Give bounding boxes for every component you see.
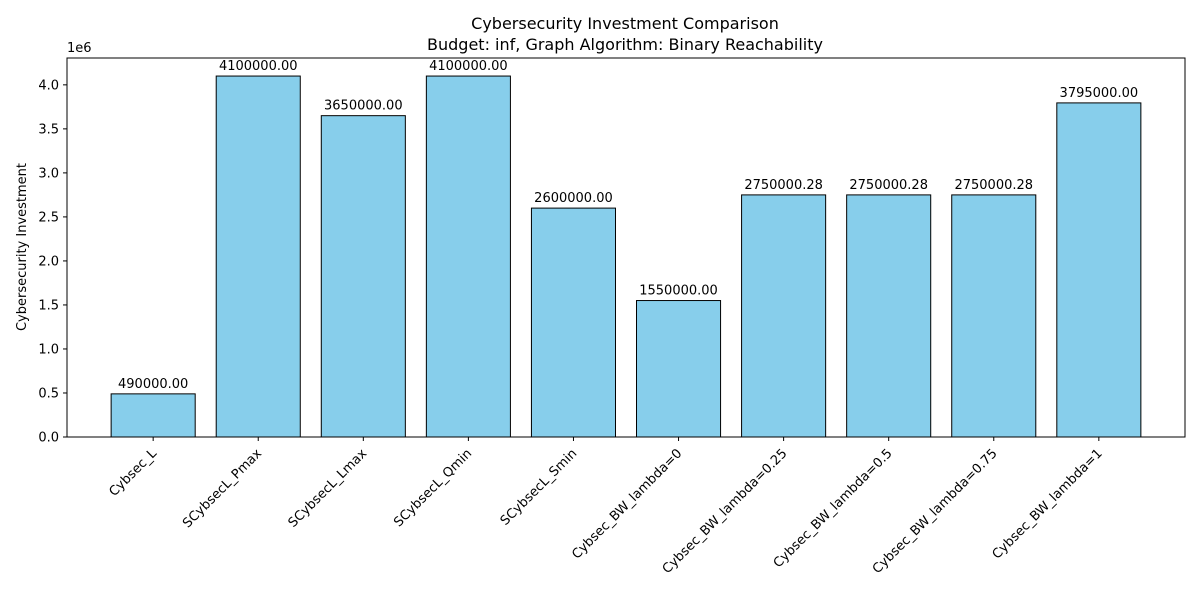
x-tick-label: Cybsec_BW_lambda=0.25 [660,446,791,577]
y-offset-label: 1e6 [67,41,92,56]
x-tick-label: SCybsecL_Pmax [180,446,265,531]
bar-value-label: 4100000.00 [429,59,508,74]
y-axis: 0.0 0.5 1.0 1.5 2.0 2.5 3.0 3.5 4.0 [38,78,67,446]
chart-subtitle: Budget: inf, Graph Algorithm: Binary Rea… [427,35,823,54]
x-tick-label: SCybsecL_Lmax [286,446,371,531]
x-tick-label: SCybsecL_Smin [498,446,581,529]
bar [530,207,616,438]
x-axis: Cybsec_L SCybsecL_Pmax SCybsecL_Lmax SCybse… [106,437,1106,577]
y-axis-label: Cybersecurity Investment [15,163,30,331]
x-tick-label: Cybsec_L [106,446,160,500]
y-tick-label: 3.0 [38,166,59,181]
y-tick-label: 2.0 [38,254,59,269]
chart-title: Cybersecurity Investment Comparison [471,14,779,33]
x-tick-label: Cybsec_BW_lambda=1 [990,446,1106,562]
bar [425,75,511,438]
plot-frame [66,57,1186,438]
bars-group: 490000.00 4100000.00 3650000.00 4100000.00 2… [110,59,1142,438]
y-tick-label: 2.5 [38,210,59,225]
bar-value-label: 3650000.00 [324,99,403,114]
y-tick-label: 0.5 [38,386,59,401]
y-tick-label: 3.5 [38,122,59,137]
bar [215,75,301,438]
bar-value-label: 2750000.28 [744,178,823,193]
x-tick-label: SCybsecL_Qmin [391,446,475,530]
bar-value-label: 490000.00 [118,377,188,392]
bar-value-label: 4100000.00 [219,59,298,74]
bar-value-label: 3795000.00 [1060,86,1139,101]
y-tick-label: 0.0 [38,431,59,446]
bar [846,194,932,438]
y-tick-label: 1.0 [38,342,59,357]
x-tick-label: Cybsec_BW_lambda=0 [569,446,685,562]
y-tick-label: 1.5 [38,298,59,313]
bar [951,194,1037,438]
y-tick-label: 4.0 [38,78,59,93]
bar-value-label: 2750000.28 [849,178,928,193]
bar [741,194,827,438]
bar-value-label: 2750000.28 [954,178,1033,193]
bar [320,115,406,438]
bar [1056,102,1142,438]
bar [636,300,722,438]
bar-value-label: 1550000.00 [639,284,718,299]
bar-value-label: 2600000.00 [534,191,613,206]
bar [110,393,196,438]
x-tick-label: Cybsec_BW_lambda=0.75 [870,446,1001,577]
x-tick-label: Cybsec_BW_lambda=0.5 [771,446,896,571]
